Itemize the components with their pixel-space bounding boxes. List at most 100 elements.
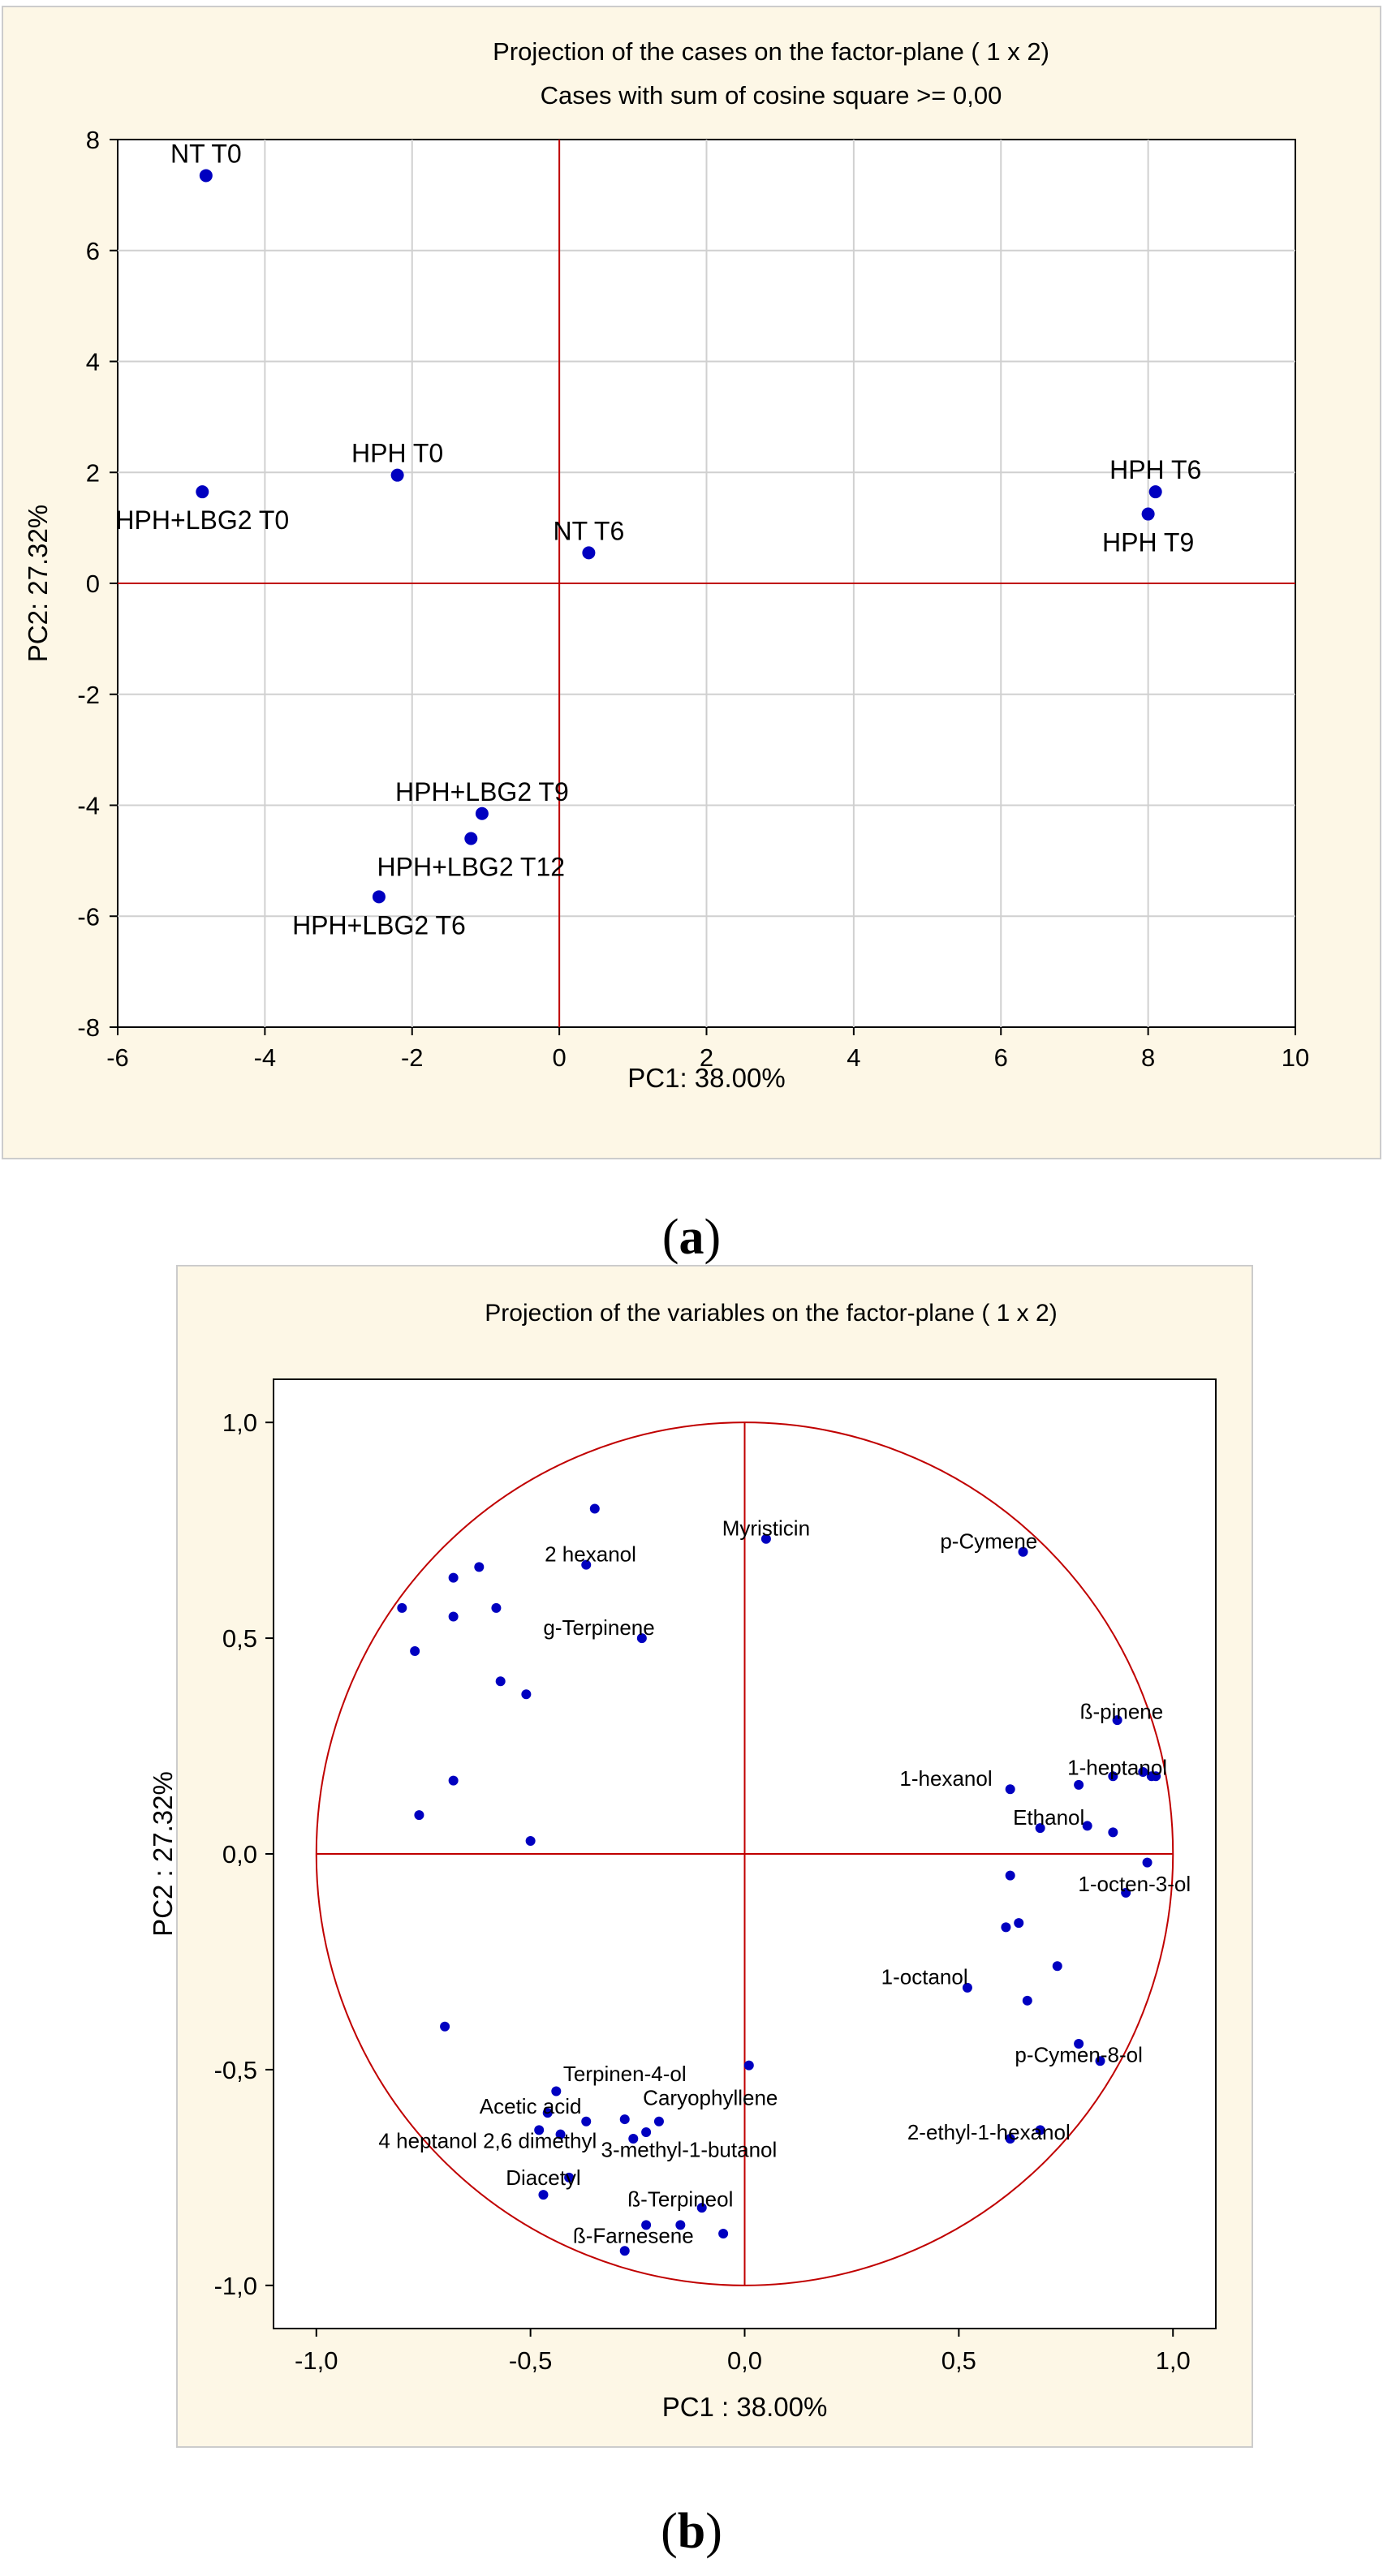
chart-b-y-axis-label: PC2 : 27.32% [148, 1771, 178, 1937]
chart-a-point [199, 169, 213, 183]
chart-b-point [1035, 2125, 1045, 2135]
chart-b-point [491, 1602, 502, 1613]
chart-b-variable-label: 1-octen-3-ol [1078, 1872, 1191, 1896]
chart-b-ytick-label: -0,5 [214, 2056, 257, 2084]
chart-b-unit-circle [315, 1421, 1174, 2286]
chart-b-point [1035, 1823, 1045, 1834]
chart-b-variable-label: ß-pinene [1080, 1700, 1164, 1724]
chart-b-point [1005, 2134, 1015, 2144]
chart-b-point [1151, 1771, 1161, 1782]
chart-b: -1,0 -0,5 0,0 0,5 1,0 -1,0 -0,5 0,0 0,5 1,0 Projec… [148, 1265, 1253, 2448]
chart-b-point [641, 2127, 652, 2138]
chart-b-x-axis-label: PC1 : 38.00% [662, 2392, 828, 2422]
panel-caption-b-letter: b [677, 2504, 706, 2559]
chart-a-title: Projection of the cases on the factor-pl… [493, 37, 1049, 66]
chart-b-variable-label: Terpinen-4-ol [563, 2062, 687, 2086]
chart-b-point [1138, 1766, 1148, 1777]
chart-a-y-axis-label: PC2: 27.32% [23, 505, 53, 662]
chart-b-xtick-label: 0,0 [727, 2346, 762, 2375]
chart-b-xtick-label: 1,0 [1156, 2346, 1191, 2375]
chart-panel-a: -6 -4 -2 0 2 4 6 8 10 -8 -6 -4 -2 0 2 4 6 8 Projection of … [0, 0, 1383, 1160]
chart-b-point [538, 2190, 549, 2200]
chart-b-point [564, 2172, 575, 2183]
panel-caption-a-letter: a [679, 1210, 704, 1265]
chart-b-point [1074, 2039, 1084, 2049]
chart-a-ytick-label: 4 [86, 348, 100, 376]
chart-a-point-label: NT T6 [554, 516, 625, 545]
chart-b-point [619, 2114, 630, 2125]
chart-b-point [589, 1503, 600, 1514]
chart-b-point [1005, 1784, 1015, 1795]
chart-b-point [440, 2021, 450, 2032]
chart-a-point-label: HPH+LBG2 T9 [395, 777, 569, 806]
chart-b-variable-label: 2 hexanol [545, 1542, 636, 1566]
chart-b-point [675, 2220, 686, 2230]
chart-a-xtick-label: -4 [254, 1043, 277, 1072]
chart-a-ytick-label: -8 [77, 1013, 100, 1042]
chart-b-point [1074, 1779, 1084, 1790]
chart-a-ytick-label: 8 [86, 126, 100, 154]
chart-a-xtick-label: -6 [106, 1043, 129, 1072]
chart-b-point [581, 2116, 592, 2127]
chart-b-variable-label: p-Cymene [940, 1529, 1037, 1553]
chart-b-variable-label: 1-hexanol [899, 1766, 992, 1791]
chart-b-point [581, 1559, 592, 1570]
chart-a-ytick-label: 2 [86, 458, 100, 487]
panel-caption-a: (a) [661, 1210, 722, 1265]
chart-a-xtick-label: 6 [994, 1043, 1008, 1072]
chart-a-point-label: HPH+LBG2 T6 [292, 910, 466, 940]
chart-b-point [448, 1611, 459, 1622]
chart-b-point [718, 2229, 729, 2238]
chart-b-variable-label: Myristicin [722, 1516, 810, 1540]
chart-a-point [196, 485, 209, 499]
chart-a-point [1141, 507, 1155, 521]
chart-b-point [1108, 1771, 1118, 1782]
chart-b-point [521, 1689, 532, 1700]
chart-b-variable-label: 1-octanol [881, 1965, 968, 1989]
chart-b-variable-label: g-Terpinene [543, 1615, 654, 1640]
chart-b-point [534, 2125, 545, 2135]
chart-b-point [653, 2116, 664, 2127]
chart-a-point-label: NT T0 [170, 139, 242, 168]
chart-b-point [636, 1633, 647, 1644]
chart-a-xtick-label: 2 [700, 1043, 713, 1072]
chart-a-point [372, 890, 386, 904]
chart-b-variable-label: 2-ethyl-1-hexanol [907, 2120, 1071, 2144]
chart-b-point [474, 1562, 485, 1572]
chart-a-point [1148, 485, 1162, 499]
chart-b-ytick-label: -1,0 [214, 2272, 257, 2300]
chart-a-xtick-label: 0 [553, 1043, 567, 1072]
chart-a-point-label: HPH T9 [1102, 528, 1194, 557]
chart-b-point [1022, 1995, 1032, 2006]
chart-b-point [962, 1982, 972, 1993]
chart-a-xtick-label: 10 [1282, 1043, 1309, 1072]
chart-b-point [1082, 1821, 1092, 1831]
chart-a-ytick-label: -2 [77, 681, 100, 709]
chart-a-point [475, 806, 489, 820]
chart-b-point [760, 1533, 771, 1544]
chart-b-variable-label: p-Cymen-8-ol [1015, 2042, 1143, 2066]
panel-caption-b: (b) [661, 2504, 722, 2559]
chart-a-point-label: HPH+LBG2 T12 [377, 853, 566, 882]
chart-b-point [1108, 1827, 1118, 1838]
chart-b-xtick-label: -0,5 [509, 2346, 552, 2375]
chart-b-point [1001, 1922, 1011, 1933]
chart-b-variable-label: ß-Terpineol [627, 2187, 733, 2211]
chart-b-variable-label: Diacetyl [506, 2165, 580, 2190]
chart-b-point [1121, 1887, 1131, 1898]
chart-b-variable-label: 4 heptanol 2,6 dimethyl [378, 2129, 597, 2153]
chart-a-ytick-label: -4 [77, 792, 100, 820]
chart-a-point-label: HPH T6 [1109, 455, 1201, 484]
chart-b-point [641, 2220, 652, 2230]
chart-b-point [1095, 2056, 1105, 2066]
chart-b-point [397, 1602, 407, 1613]
chart-a-point-label: HPH T0 [351, 439, 443, 468]
chart-b-point [448, 1775, 459, 1786]
chart-panel-b: -1,0 -0,5 0,0 0,5 1,0 -1,0 -0,5 0,0 0,5 1,0 Projec… [0, 1264, 1383, 2449]
chart-b-ytick-label: 0,5 [222, 1624, 257, 1653]
chart-a-x-axis-label: PC1: 38.00% [627, 1063, 785, 1093]
chart-b-variable-label: Ethanol [1013, 1805, 1084, 1830]
chart-b-point [414, 1810, 424, 1821]
chart-b-point [551, 2086, 562, 2096]
